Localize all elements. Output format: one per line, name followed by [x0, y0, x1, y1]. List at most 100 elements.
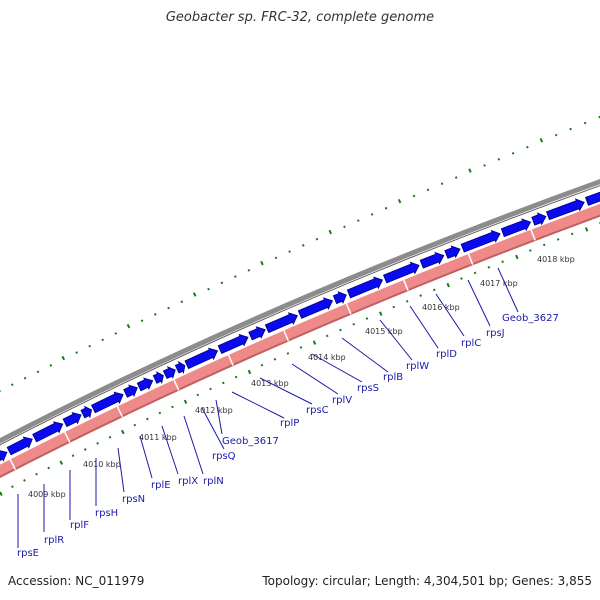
gene-arrow — [248, 326, 266, 341]
outer-tick-mark — [343, 225, 346, 229]
tick-label-4012: 4012 kbp — [195, 406, 233, 415]
gene-arrow — [444, 245, 461, 259]
backbone-arc-shadow — [0, 185, 600, 446]
gene-label-rplN: rplN — [203, 476, 224, 487]
outer-tick-mark — [539, 138, 544, 143]
gene-arrow — [0, 450, 8, 462]
outer-tick-mark — [180, 300, 184, 304]
gene-arrow — [6, 436, 33, 456]
gc-band-divider — [116, 405, 124, 418]
inner-tick-mark — [108, 435, 112, 439]
outer-tick-mark — [140, 319, 144, 323]
outer-tick-mark — [23, 376, 27, 380]
gene-label-rpsQ: rpsQ — [212, 451, 236, 462]
outer-tick-mark — [61, 355, 66, 361]
gene-arrow — [136, 377, 154, 392]
tick-label-4015: 4015 kbp — [365, 327, 403, 336]
inner-tick-mark — [584, 227, 589, 232]
outer-tick-mark — [192, 292, 197, 297]
leader-rpsC — [259, 377, 313, 405]
inner-tick-mark — [23, 479, 26, 482]
gene-arrow — [90, 391, 124, 414]
tick-label-4011: 4011 kbp — [139, 433, 177, 442]
gene-label-rplW: rplW — [406, 361, 429, 372]
gene-label-Geob_3627: Geob_3627 — [502, 313, 559, 324]
gene-arrow — [460, 229, 501, 253]
inner-tick-mark — [570, 232, 574, 236]
inner-tick-mark — [312, 340, 317, 345]
inner-tick-mark — [529, 249, 532, 252]
inner-tick-mark — [35, 472, 38, 476]
outer-tick-mark — [114, 332, 118, 335]
gc-band-divider — [9, 458, 17, 471]
tick-label-4009: 4009 kbp — [28, 490, 66, 499]
inner-tick-mark — [59, 460, 64, 465]
inner-tick-mark — [299, 346, 303, 349]
inner-tick-mark — [96, 442, 99, 445]
gene-label-rpsC: rpsC — [306, 405, 329, 416]
inner-tick-mark — [473, 271, 477, 275]
gene-arrow — [32, 421, 64, 443]
inner-tick-mark — [171, 405, 174, 409]
gc-content-band-edge — [0, 214, 600, 478]
inner-tick-mark — [71, 454, 75, 457]
leader-rplC — [435, 293, 465, 337]
gene-arrow-track — [0, 191, 600, 462]
gc-band-divider — [530, 228, 536, 241]
inner-tick-mark — [221, 381, 225, 385]
inner-tick-mark — [11, 485, 14, 488]
outer-tick-mark — [569, 127, 572, 131]
outer-tick-mark — [10, 383, 14, 387]
inner-tick-mark — [145, 417, 149, 421]
gene-arrow — [297, 297, 334, 319]
outer-tick-mark — [426, 188, 430, 192]
gene-arrow — [545, 198, 585, 221]
inner-green-ticks — [0, 222, 600, 497]
inner-tick-mark — [158, 411, 162, 415]
gene-label-rpsH: rpsH — [95, 508, 118, 519]
inner-tick-mark — [47, 466, 51, 470]
gene-arrow — [382, 261, 420, 284]
outer-tick-mark — [167, 306, 170, 310]
outer-tick-mark — [153, 313, 157, 316]
gene-arrow — [500, 218, 532, 238]
gc-band-divider — [63, 431, 71, 443]
gene-label-rplP: rplP — [280, 418, 299, 429]
outer-tick-mark — [583, 121, 587, 125]
inner-tick-mark — [183, 399, 188, 405]
outer-tick-mark — [315, 237, 319, 241]
outer-tick-mark — [88, 344, 92, 348]
inner-tick-mark — [121, 429, 125, 435]
gene-arrow — [174, 360, 186, 375]
gc-band-divider — [173, 379, 180, 391]
gene-label-rpsE: rpsE — [17, 548, 39, 559]
leader-Geob_3627 — [497, 267, 519, 313]
outer-tick-mark — [397, 198, 402, 204]
leader-rpsS — [311, 353, 363, 383]
outer-tick-mark — [526, 145, 529, 149]
map-title: Geobacter sp. FRC-32, complete genome — [165, 10, 435, 25]
gc-content-band — [0, 203, 600, 478]
leader-rplE — [139, 435, 153, 479]
tick-label-4010: 4010 kbp — [83, 460, 121, 469]
outer-tick-mark — [126, 323, 131, 329]
gene-label-rpsJ: rpsJ — [486, 328, 505, 339]
gene-arrow — [152, 371, 164, 385]
gene-arrow — [123, 384, 138, 398]
outer-tick-mark — [220, 281, 224, 285]
gene-label-rpsN: rpsN — [122, 494, 145, 505]
gc-band-divider — [345, 302, 352, 315]
inner-tick-mark — [487, 265, 491, 269]
inner-tick-mark — [273, 357, 277, 361]
scale-tick-labels: 4009 kbp 4010 kbp 4011 kbp 4012 kbp 4013… — [28, 255, 575, 499]
leader-rplN — [183, 415, 204, 475]
outer-tick-mark — [274, 256, 278, 260]
gene-arrow — [217, 333, 249, 355]
outer-tick-mark — [101, 338, 105, 342]
gene-label-rplF: rplF — [70, 520, 89, 531]
tick-label-4017: 4017 kbp — [480, 279, 518, 288]
inner-tick-mark — [419, 294, 422, 297]
gene-label-rplD: rplD — [436, 349, 457, 360]
leader-rplX — [161, 425, 179, 475]
gene-label-rplC: rplC — [461, 338, 481, 349]
